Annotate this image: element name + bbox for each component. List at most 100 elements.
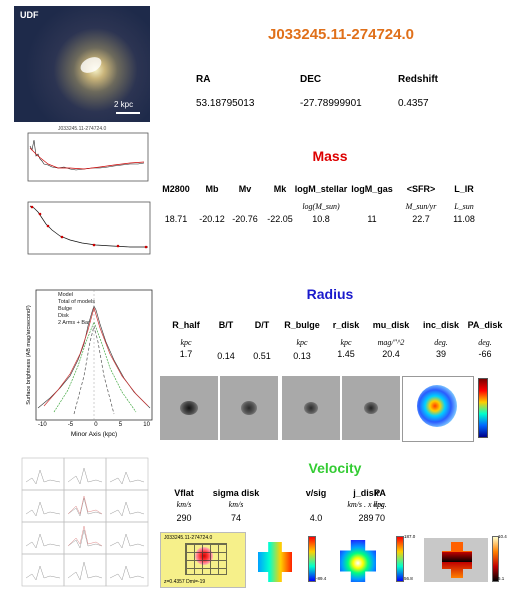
xtick: 5	[118, 422, 123, 428]
velocity-field-map: -89.4	[250, 532, 330, 586]
velocity-unit: km/s	[228, 500, 244, 509]
mass-col-logm-stellar: logM_stellar log(M_sun) 10.8	[290, 184, 352, 224]
profile-xlabel: Minor Axis (kpc)	[70, 431, 118, 438]
model-thumb-bulge	[282, 376, 340, 440]
radius-value: 1.7	[179, 349, 193, 359]
model-velocity-map: 10.4 5.1	[422, 532, 507, 586]
radius-unit: kpc	[296, 338, 308, 347]
radius-col-rbulge: R_bulge kpc 0.13	[280, 320, 324, 361]
xtick: 10	[143, 422, 150, 428]
sed-plot: J033245.11-274724.0	[14, 126, 152, 190]
mass-header: logM_stellar	[294, 184, 348, 194]
thumb-galaxy	[364, 402, 378, 414]
mass-header: Mb	[205, 184, 219, 194]
redshift-header: Redshift	[398, 74, 438, 85]
mass-col-mb: Mb -20.12	[196, 184, 228, 224]
velocity-header: sigma disk	[212, 488, 260, 498]
radius-unit	[208, 338, 244, 349]
disp-cbar-top: 187.0	[404, 534, 416, 539]
mass-header: L_IR	[454, 184, 474, 194]
velocity-value: 289	[358, 513, 374, 523]
profile-legend: Model Total of models Bulge Disk 2 Arms …	[58, 292, 95, 327]
sed-plot-title: J033245.11-274724.0	[58, 126, 107, 132]
galaxy-image: UDF 2 kpc	[14, 6, 150, 122]
velocity-value: 74	[230, 513, 241, 523]
model-thumb-model	[220, 376, 278, 440]
mass-unit: log(M_sun)	[302, 202, 340, 211]
radius-title: Radius	[306, 286, 354, 302]
spectra-grid-svg	[21, 457, 149, 587]
ra-value: 53.18795013	[196, 98, 255, 109]
mass-value: -22.05	[267, 214, 293, 224]
radius-col-padisk: PA_disk deg. -66	[462, 320, 508, 359]
velocity-header: Vflat	[174, 488, 194, 498]
residual-map	[402, 376, 474, 442]
radius-col-bt: B/T 0.14	[208, 320, 244, 361]
mass-value: 18.71	[164, 214, 188, 224]
radius-header: D/T	[254, 320, 270, 330]
photometry-plot-svg	[27, 201, 151, 255]
mass-value: 10.8	[312, 214, 330, 224]
ifu-grid	[185, 543, 227, 575]
radius-value: 0.13	[293, 351, 311, 361]
mass-col-logm-gas: logM_gas 11	[348, 184, 396, 224]
radius-header: r_disk	[332, 320, 360, 330]
disp-cross	[340, 540, 376, 582]
radius-header: R_bulge	[284, 320, 320, 330]
xtick: 0	[94, 422, 98, 428]
disp-colorbar	[396, 536, 404, 582]
radius-value: 0.14	[217, 351, 235, 361]
model-thumb-data	[160, 376, 218, 440]
velocity-col-vflat: Vflat km/s 290	[162, 488, 206, 523]
residual-colorbar	[478, 378, 488, 438]
mass-unit: M_sun/yr	[405, 202, 437, 211]
velocity-col-jdisk: j_disk km/s . x kpc 289	[338, 488, 394, 523]
radius-col-mudisk: mu_disk mag/"^2 20.4	[366, 320, 416, 359]
profile-ylabel: Surface brightness (AB mag/arcsecond²)	[26, 305, 32, 405]
galaxy-glow	[78, 54, 104, 76]
dec-header: DEC	[300, 74, 322, 85]
mass-col-mv: Mv -20.76	[228, 184, 262, 224]
mass-unit	[348, 202, 396, 214]
vfield-colorbar	[308, 536, 316, 582]
legend-disk: Disk	[58, 313, 69, 319]
mass-value: 11	[367, 214, 377, 224]
dispersion-map: 187.0 56.8	[334, 532, 416, 586]
mass-title: Mass	[312, 148, 348, 164]
velocity-col-vsig: v/sig 4.0	[296, 488, 336, 523]
velocity-col-sigma: sigma disk km/s 74	[208, 488, 264, 523]
mass-unit	[158, 202, 194, 214]
velocity-header: v/sig	[305, 488, 327, 498]
radius-unit: kpc	[340, 338, 352, 347]
radius-header: inc_disk	[422, 320, 460, 330]
model-thumb-disk	[342, 376, 400, 440]
radius-header: PA_disk	[467, 320, 503, 330]
mass-value: 11.08	[453, 214, 475, 224]
ifu-map-footer: z=0.4357 Dmi=-19	[164, 579, 206, 585]
mass-unit: L_sun	[454, 202, 474, 211]
radius-unit: deg.	[434, 338, 448, 347]
mass-header: Mk	[273, 184, 287, 194]
velocity-value: 290	[176, 513, 192, 523]
radius-header: B/T	[218, 320, 234, 330]
radius-value: 39	[435, 349, 446, 359]
radius-col-dt: D/T 0.51	[244, 320, 280, 361]
mass-value: -20.12	[199, 214, 225, 224]
velocity-unit: km/s	[176, 500, 192, 509]
image-label: UDF	[20, 10, 39, 20]
thumb-galaxy	[180, 401, 198, 415]
radius-col-rdisk: r_disk kpc 1.45	[324, 320, 368, 359]
mass-header: logM_gas	[351, 184, 393, 194]
velocity-title: Velocity	[308, 460, 362, 476]
legend-model: Model	[58, 292, 73, 298]
model-cbar-bottom: 5.1	[498, 576, 505, 581]
radius-unit: mag/"^2	[377, 338, 405, 347]
mass-header: Mv	[238, 184, 252, 194]
scale-label: 2 kpc	[114, 100, 134, 109]
radius-col-rhalf: R_half kpc 1.7	[164, 320, 208, 359]
velocity-value: 4.0	[309, 513, 323, 523]
legend-arms: 2 Arms + Bar	[58, 320, 90, 326]
velocity-unit	[296, 500, 336, 511]
ra-header: RA	[196, 74, 211, 85]
residual-field	[417, 385, 457, 427]
